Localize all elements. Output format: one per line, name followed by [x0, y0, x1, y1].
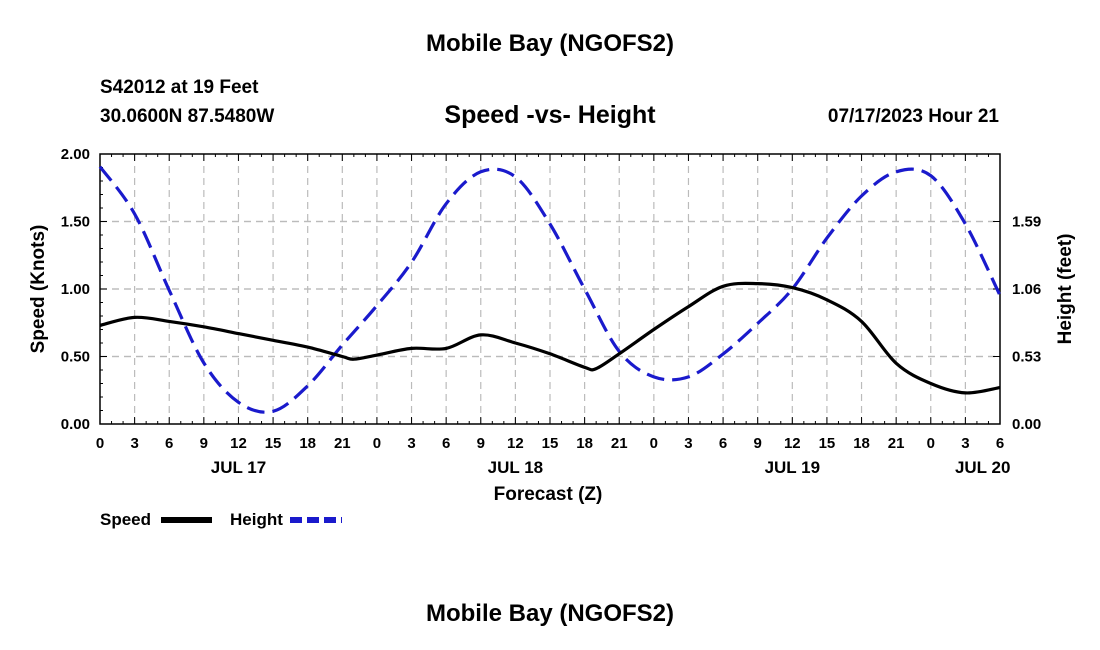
x-tick-label: 18	[299, 435, 316, 452]
x-tick-label: 3	[961, 435, 969, 452]
x-tick-label: 6	[996, 435, 1004, 452]
legend: Speed Height	[100, 510, 342, 529]
speed-series-line	[99, 281, 1001, 395]
x-tick-label: 18	[853, 435, 870, 452]
x-tick-label: 15	[542, 435, 559, 452]
legend-speed-label: Speed	[100, 510, 151, 529]
x-tick-label: 9	[200, 435, 208, 452]
x-tick-label: 0	[96, 435, 104, 452]
x-tick-label: 0	[650, 435, 658, 452]
legend-height-label: Height	[230, 510, 283, 529]
right-tick-label: 1.06	[1012, 281, 1041, 298]
x-tick-label: 21	[888, 435, 905, 452]
x-tick-label: 9	[754, 435, 762, 452]
axis-labels: 0 3 6 9 12 15 18 21 0 3 6 9 12 15 18 21 0 3 6 9 12 15 18 21 0 3 6 J…	[61, 146, 1041, 477]
data-series	[98, 165, 1002, 414]
right-axis-title: Height (feet)	[1055, 234, 1076, 345]
main-title: Mobile Bay (NGOFS2)	[425, 30, 675, 57]
x-day-label: JUL 19	[765, 458, 820, 477]
x-day-label: JUL 20	[955, 458, 1010, 477]
left-tick-label: 2.00	[61, 146, 90, 163]
x-tick-label: 15	[819, 435, 836, 452]
left-tick-label: 1.00	[61, 281, 90, 298]
left-axis-title: Speed (Knots)	[28, 225, 49, 354]
x-tick-label: 6	[165, 435, 173, 452]
x-tick-label: 6	[442, 435, 450, 452]
x-tick-label: 12	[507, 435, 524, 452]
x-tick-label: 21	[334, 435, 351, 452]
station-coordinates: 30.0600N 87.5480W	[100, 106, 275, 127]
left-tick-label: 1.50	[61, 214, 90, 231]
left-tick-label: 0.00	[61, 416, 90, 433]
station-label: S42012 at 19 Feet	[100, 77, 259, 98]
right-tick-label: 0.00	[1012, 416, 1041, 433]
x-tick-label: 0	[373, 435, 381, 452]
footer-title: Mobile Bay (NGOFS2)	[425, 600, 675, 627]
x-tick-label: 21	[611, 435, 628, 452]
x-day-label: JUL 18	[488, 458, 543, 477]
x-tick-label: 18	[576, 435, 593, 452]
x-tick-label: 15	[265, 435, 282, 452]
x-day-label: JUL 17	[211, 458, 266, 477]
x-tick-label: 3	[684, 435, 692, 452]
chart-title: Speed -vs- Height	[444, 101, 656, 129]
x-tick-label: 6	[719, 435, 727, 452]
x-tick-label: 3	[130, 435, 138, 452]
right-tick-label: 0.53	[1012, 349, 1041, 366]
height-series-line	[98, 165, 1002, 414]
x-tick-label: 12	[230, 435, 247, 452]
x-axis-title: Forecast (Z)	[494, 484, 603, 505]
axis-ticks	[99, 153, 1001, 425]
right-tick-label: 1.59	[1012, 214, 1041, 231]
x-tick-label: 0	[927, 435, 935, 452]
forecast-datetime: 07/17/2023 Hour 21	[827, 106, 999, 127]
x-tick-label: 12	[784, 435, 801, 452]
x-tick-label: 3	[407, 435, 415, 452]
x-tick-label: 9	[477, 435, 485, 452]
left-tick-label: 0.50	[61, 349, 90, 366]
